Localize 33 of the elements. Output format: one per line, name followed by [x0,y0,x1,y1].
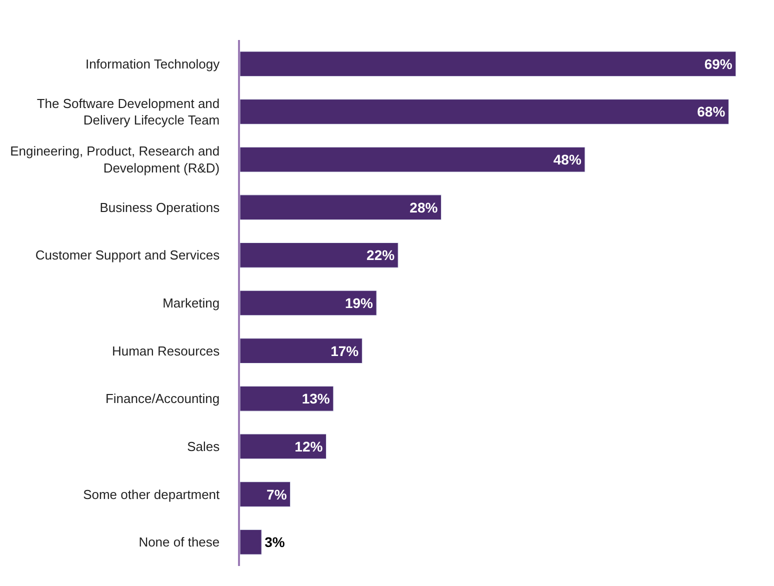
y-tick-label: None of these [138,534,220,550]
y-tick-label: Sales [187,439,220,454]
bar [240,146,586,172]
y-tick-label: Some other department [83,486,220,502]
y-tick-label: Human Resources [112,343,220,358]
data-label: 68% [697,104,726,120]
data-label: 12% [294,438,324,454]
bar [240,99,729,124]
bar [240,194,442,220]
bar [240,51,736,77]
data-label: 22% [366,247,396,264]
y-tick-label: The Software Development and Delivery Lifecycle Team [36,96,220,128]
data-label: 19% [344,295,374,311]
data-label: 13% [302,390,330,407]
data-label: 17% [330,342,360,359]
bar [240,434,326,460]
y-tick-label: Engineering, Product, Research and Development (R&D) [10,144,220,176]
bar [240,338,362,364]
bar [240,242,398,268]
data-label: 3% [264,534,286,550]
y-tick-label: Finance/Accounting [105,391,220,406]
data-label: 7% [266,486,288,502]
y-tick-label: Information Technology [85,56,220,72]
y-tick-label: Marketing [162,296,220,311]
data-label: 69% [704,56,733,72]
bar [240,529,262,555]
bar [240,482,291,507]
data-label: 28% [410,199,438,216]
y-tick-label: Customer Support and Services [35,248,220,263]
bar [240,386,334,412]
data-label: 48% [553,152,582,168]
bar [240,290,377,316]
y-tick-label: Business Operations [100,200,220,215]
